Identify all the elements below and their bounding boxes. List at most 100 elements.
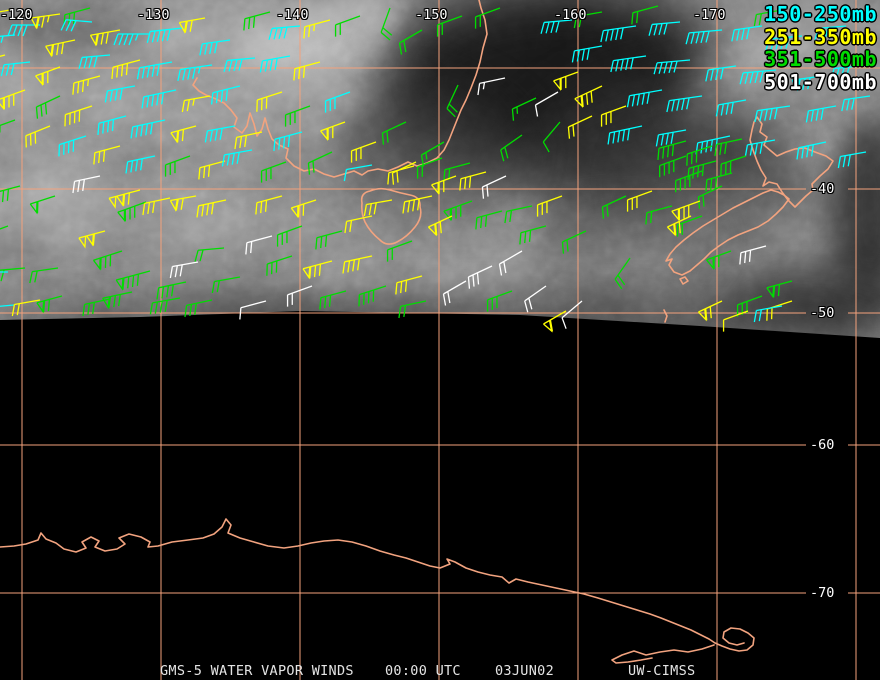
wind-barb [697,300,723,322]
wind-barb [245,235,273,255]
wind-barb [29,195,56,215]
wind-barb [315,230,343,250]
wind-barb [536,195,563,217]
wind-barb [169,195,197,212]
wind-barb [0,225,9,247]
coastlines [0,0,834,664]
wind-barb [765,35,803,51]
wind-barb [573,11,603,29]
wind-barb [199,39,231,56]
caption-bar: GMS-5 WATER VAPOR WINDS 00:00 UTC 03JUN02 U… [0,663,880,680]
wind-barb [0,304,15,319]
wind-barb [504,205,533,224]
wind-barb [666,215,692,237]
wind-barb [676,215,703,237]
wind-barb [64,105,93,127]
wind-barb [117,201,147,223]
wind-barb [731,25,763,42]
wind-barb [380,7,393,41]
wind-barb [686,145,713,166]
wind-barb [97,115,127,135]
wind-barb [181,95,211,113]
wind-barb [610,55,647,73]
wind-barb [475,210,503,230]
wind-barb [35,66,61,86]
wind-barb [0,34,16,49]
wind-barb [320,121,346,141]
wind-barb [398,300,427,319]
wind-barb [11,299,41,317]
wind-barb [7,24,40,37]
wind-barb [498,250,523,276]
wind-barb [82,298,111,317]
wind-barb [442,280,467,306]
wind-barb [534,91,559,117]
water-vapor-imagery [0,0,880,338]
wind-barb [705,172,733,192]
wind-barb [58,135,87,157]
wind-barb [307,151,333,175]
wind-barb [0,185,21,206]
wind-barb [766,280,793,299]
wind-barb [398,29,423,55]
pressure-level-legend: 150-250mb 251-350mb 351-500mb 501-700mb [764,3,877,93]
wind-barb [243,11,271,31]
wind-barb [814,25,847,40]
wind-barb [626,89,663,108]
wind-barb [255,195,283,215]
wind-barb [92,250,123,271]
legend-item-351-500mb: 351-500mb [764,47,877,71]
wind-barb [104,85,136,103]
wind-barb [420,141,445,167]
wind-barb [655,129,687,147]
wind-barb [136,61,173,80]
wind-barb [631,5,659,25]
wind-barb [571,45,603,63]
wind-barb [344,215,373,234]
coastline-tasmania [360,187,422,245]
lat-label--50: -50 [810,305,835,321]
wind-barb [486,290,513,312]
wind-barb [29,267,59,284]
wind-barb [146,27,184,43]
wind-barb [706,250,732,270]
wind-barb [177,64,213,82]
cloud-noise-fine [0,0,880,338]
wind-barb [500,134,523,162]
caption-text: 00:00 UTC [385,663,461,679]
wind-barb [402,195,433,214]
coastline-antarctica [0,518,755,664]
wind-barb [156,281,187,300]
wind-barb [302,260,333,280]
wind-barb [72,175,101,194]
wind-barb [739,245,767,265]
wind-barb [0,271,8,273]
wind-barb [108,189,141,209]
wind-barb [36,295,63,314]
wind-barb [561,300,583,329]
wind-barb [342,255,373,274]
wind-barb [63,7,91,27]
wind-barb [540,19,573,34]
wind-barb [739,69,777,85]
lon-label--140: -140 [276,7,309,23]
wind-barb [443,162,471,182]
lon-label--160: -160 [554,7,587,23]
wind-barb [791,75,823,92]
coastline-australia [192,0,488,178]
wind-barb [695,135,731,155]
caption-text: UW-CIMSS [628,663,696,679]
wind-barb [303,19,331,39]
wind-barb [381,121,407,145]
wind-barb [416,157,443,179]
wind-barb [427,215,453,237]
wind-barb [0,89,26,111]
lat-label--70: -70 [810,585,835,601]
wind-barb [268,25,301,40]
wind-barb [567,115,593,139]
wind-barb [653,59,691,75]
wind-barb [221,149,253,167]
wind-barb [715,99,747,117]
